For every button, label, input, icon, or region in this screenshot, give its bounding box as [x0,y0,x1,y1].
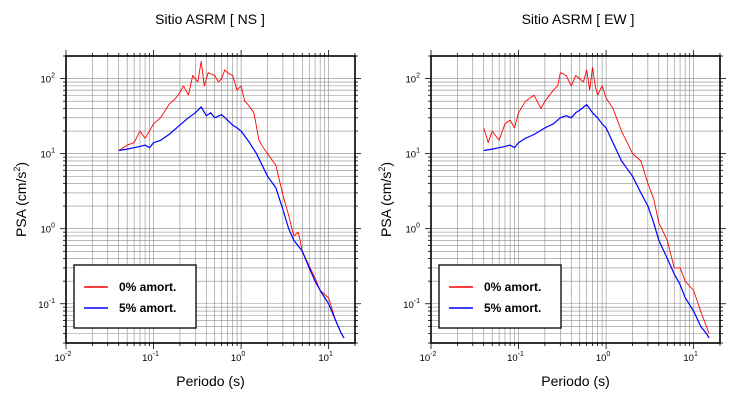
x-tick-label: 10-2 [420,351,437,364]
plot-frame [430,55,721,344]
x-tick-label: 101 [318,351,333,364]
y-tick-label: 10-1 [403,298,420,311]
chart-panel-2: Sitio ASRM [ EW ] 10-2 10-1 100 101 10-1 100 10… [377,11,726,389]
x-tick-label: 10-2 [55,351,72,364]
chart-panel-1: Sitio ASRM [ NS ] 10-2 10-1 100 101 10-1 100 10… [12,11,361,389]
y-tick-label: 100 [406,223,421,236]
legend: 0% amort. 5% amort. [438,264,562,329]
series-line-1 [118,60,345,339]
grid [66,56,355,343]
series-line-2 [483,104,710,339]
legend-label-1: 0% amort. [119,280,176,294]
y-tick-label: 101 [41,148,56,161]
legend-box [438,264,562,329]
chart-title: Sitio ASRM [ NS ] [155,11,265,27]
y-tick-label: 102 [406,73,421,86]
legend-box [73,264,197,329]
y-tick-label: 101 [406,148,421,161]
x-axis-label: Periodo (s) [541,373,609,389]
legend: 0% amort. 5% amort. [73,264,197,329]
x-tick-label: 10-1 [142,351,159,364]
y-axis-label: PSA (cm/s2) [12,162,29,237]
x-tick-label: 100 [231,351,246,364]
legend-label-2: 5% amort. [119,301,176,315]
plot-frame [65,55,356,344]
tick-marks [60,50,361,349]
series-line-1 [483,67,710,334]
y-tick-label: 100 [41,223,56,236]
tick-marks [425,50,726,349]
legend-label-2: 5% amort. [484,301,541,315]
y-tick-label: 102 [41,73,56,86]
y-axis-label: PSA (cm/s2) [377,162,394,237]
x-axis-label: Periodo (s) [176,373,244,389]
x-tick-label: 10-1 [507,351,524,364]
x-tick-label: 100 [596,351,611,364]
x-tick-label: 101 [683,351,698,364]
chart-title: Sitio ASRM [ EW ] [522,11,635,27]
series-line-2 [118,106,345,339]
y-tick-label: 10-1 [38,298,55,311]
legend-label-1: 0% amort. [484,280,541,294]
